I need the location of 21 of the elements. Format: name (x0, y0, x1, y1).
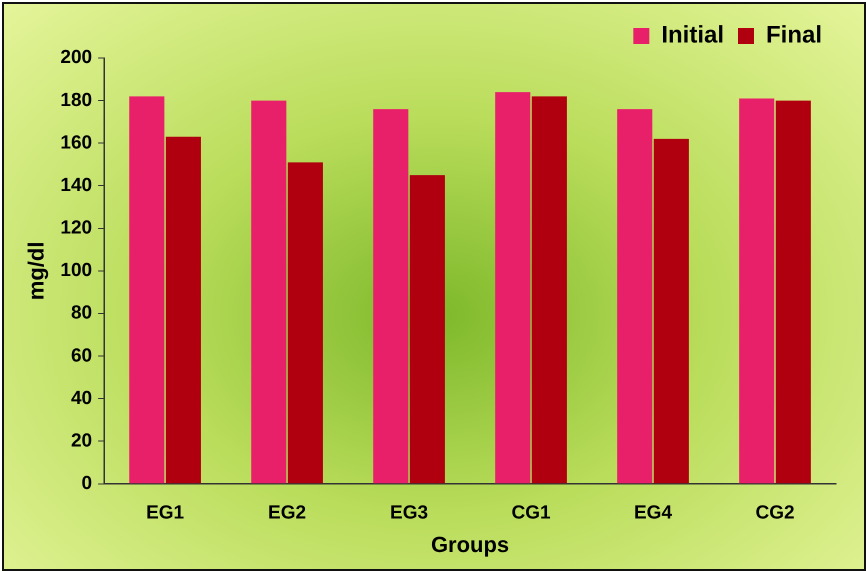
y-tick-label: 200 (60, 47, 92, 68)
x-axis-title: Groups (430, 532, 510, 557)
x-tick-label: CG1 (512, 502, 552, 524)
x-tick-label: EG3 (390, 502, 428, 524)
x-tick-label: EG4 (634, 502, 672, 524)
y-tick-label: 80 (70, 302, 92, 324)
x-tick-label: CG2 (755, 502, 795, 524)
y-tick-label: 100 (60, 260, 92, 282)
y-axis-title: mg/dl (23, 242, 48, 300)
y-tick-label: 20 (70, 430, 92, 452)
y-tick-label: 120 (60, 218, 92, 239)
x-tick-label: EG2 (268, 502, 306, 524)
y-tick-label: 0 (82, 473, 92, 494)
y-tick-label: 180 (60, 90, 92, 111)
x-tick-label: EG1 (146, 502, 185, 524)
y-tick-label: 160 (60, 132, 92, 154)
y-tick-label: 40 (70, 388, 92, 409)
legend-label: Initial (661, 22, 724, 49)
legend-label: Final (766, 22, 822, 49)
y-tick-label: 140 (60, 174, 92, 196)
y-tick-label: 60 (70, 345, 92, 366)
